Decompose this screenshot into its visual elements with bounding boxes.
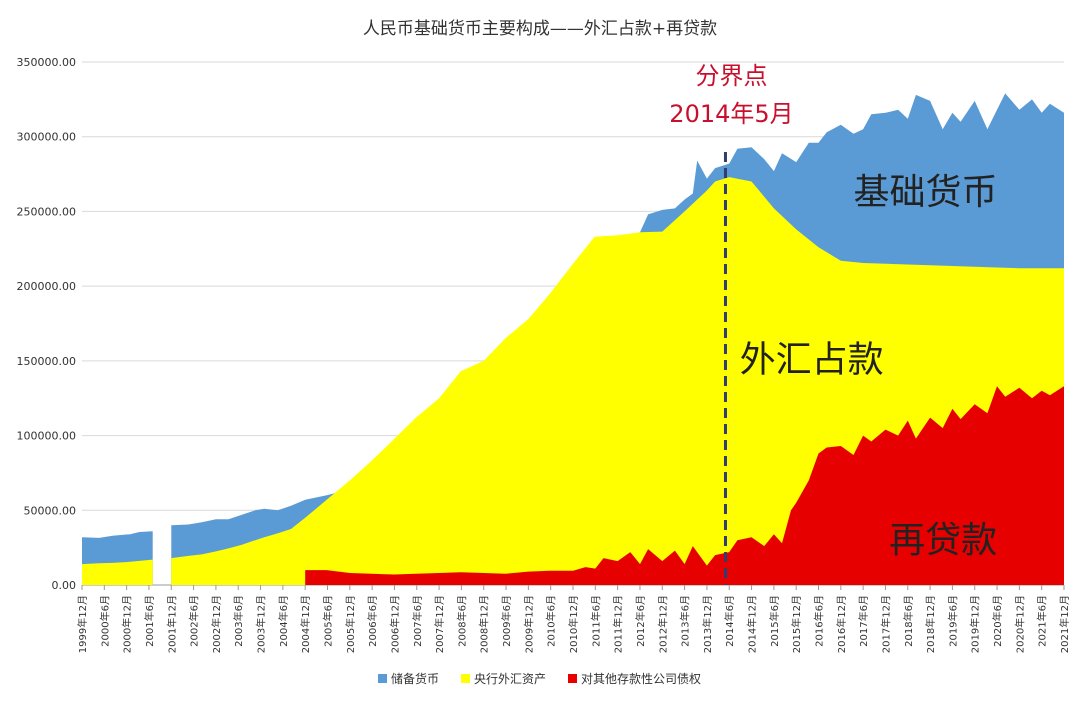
legend-swatch <box>378 674 387 683</box>
x-tick-label: 2000年12月 <box>121 595 134 653</box>
x-tick-label: 2011年6月 <box>589 595 602 647</box>
x-tick-label: 2019年6月 <box>946 595 959 647</box>
divider-label-date: 2014年5月 <box>669 100 793 128</box>
x-tick-label: 2004年12月 <box>299 595 312 653</box>
y-tick-label: 350000.00 <box>17 56 77 69</box>
legend-label: 对其他存款性公司债权 <box>581 672 701 686</box>
chart-svg: 人民币基础货币主要构成——外汇占款+再贷款 0.00 50000.00 100000… <box>0 0 1080 713</box>
x-tick-label: 2009年6月 <box>500 595 513 647</box>
x-tick-label: 2003年12月 <box>255 595 268 653</box>
x-tick-label: 2017年12月 <box>879 595 892 653</box>
legend-label: 央行外汇资产 <box>474 672 546 686</box>
x-tick-label: 2006年6月 <box>366 595 379 647</box>
x-tick-label: 2003年6月 <box>232 595 245 647</box>
legend-swatch <box>461 674 470 683</box>
y-tick-label: 0.00 <box>52 579 77 592</box>
x-tick-label: 2007年6月 <box>411 595 424 647</box>
x-tick-label: 2001年12月 <box>165 595 178 653</box>
x-tick-label: 2021年6月 <box>1036 595 1049 647</box>
x-tick-label: 2016年12月 <box>835 595 848 653</box>
x-tick-label: 2012年12月 <box>656 595 669 653</box>
y-tick-label: 150000.00 <box>17 355 77 368</box>
label-base-money: 基础货币 <box>853 172 997 213</box>
y-tick-label: 250000.00 <box>17 205 77 218</box>
x-tick-label: 2014年12月 <box>746 595 759 653</box>
x-tick-label: 2012年6月 <box>634 595 647 647</box>
label-fx-reserves: 外汇占款 <box>740 339 884 380</box>
x-tick-label: 2020年12月 <box>1013 595 1026 653</box>
x-tick-label: 2013年6月 <box>679 595 692 647</box>
x-tick-label: 1999年12月 <box>76 595 89 653</box>
x-tick-label: 2017年6月 <box>857 595 870 647</box>
chart: 人民币基础货币主要构成——外汇占款+再贷款 0.00 50000.00 100000… <box>0 0 1080 713</box>
x-tick-label: 2010年12月 <box>567 595 580 653</box>
y-tick-label: 50000.00 <box>24 504 77 517</box>
x-tick-label: 2018年6月 <box>902 595 915 647</box>
x-tick-label: 2004年6月 <box>277 595 290 647</box>
x-tick-label: 2016年6月 <box>813 595 826 647</box>
y-tick-label: 300000.00 <box>17 131 77 144</box>
x-tick-label: 2011年12月 <box>612 595 625 653</box>
x-tick-label: 2008年12月 <box>478 595 491 653</box>
legend-swatch <box>568 674 577 683</box>
x-tick-label: 2019年12月 <box>969 595 982 653</box>
chart-title: 人民币基础货币主要构成——外汇占款+再贷款 <box>363 19 717 39</box>
y-tick-label: 100000.00 <box>17 430 77 443</box>
x-tick-label: 2014年6月 <box>723 595 736 647</box>
x-tick-label: 2015年12月 <box>790 595 803 653</box>
x-tick-label: 2020年6月 <box>991 595 1004 647</box>
x-tick-label: 2015年6月 <box>768 595 781 647</box>
x-tick-label: 2001年6月 <box>143 595 156 647</box>
x-tick-label: 2018年12月 <box>924 595 937 653</box>
legend: 储备货币 央行外汇资产 对其他存款性公司债权 <box>378 671 701 686</box>
x-tick-label: 2005年12月 <box>344 595 357 653</box>
divider-label-title: 分界点 <box>695 62 767 90</box>
legend-label: 储备货币 <box>391 671 439 686</box>
x-tick-label: 2007年12月 <box>433 595 446 653</box>
x-tick-label: 2021年12月 <box>1058 595 1071 653</box>
x-tick-label: 2002年6月 <box>188 595 201 647</box>
x-tick-label: 2010年6月 <box>545 595 558 647</box>
y-tick-label: 200000.00 <box>17 280 77 293</box>
x-tick-label: 2006年12月 <box>388 595 401 653</box>
x-tick-label: 2013年12月 <box>701 595 714 653</box>
label-relending: 再贷款 <box>889 520 997 561</box>
x-tick-label: 2009年12月 <box>522 595 535 653</box>
x-tick-label: 2000年6月 <box>98 595 111 647</box>
x-tick-label: 2008年6月 <box>455 595 468 647</box>
x-tick-label: 2002年12月 <box>210 595 223 653</box>
x-tick-label: 2005年6月 <box>322 595 335 647</box>
